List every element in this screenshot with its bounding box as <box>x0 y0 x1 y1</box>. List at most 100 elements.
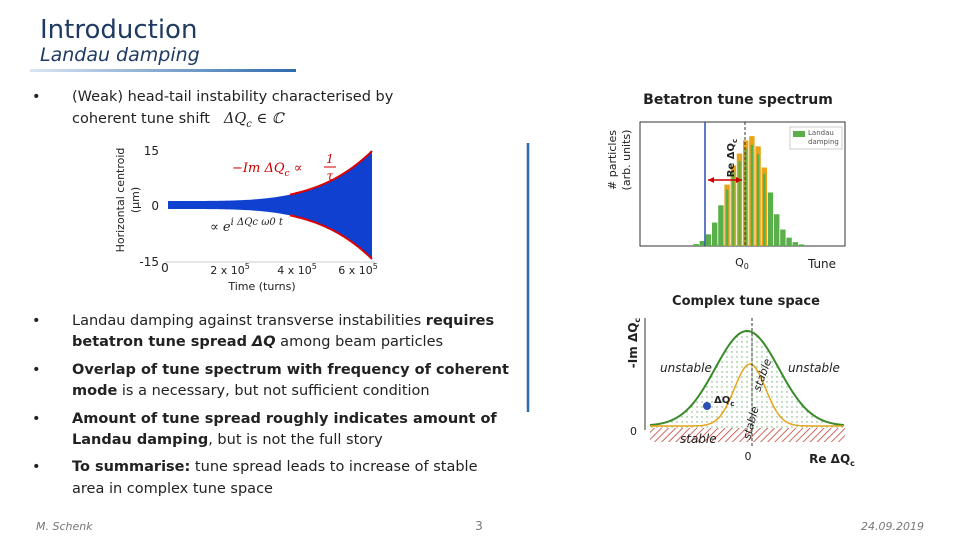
x-tick-exp: 5 <box>312 262 317 271</box>
bullet-text: mode <box>72 383 118 399</box>
plot-frame <box>639 121 846 247</box>
formula-sup: i ΔQc ω0 t <box>231 217 284 228</box>
bullet-text: Amount of tune spread roughly indicates … <box>72 411 497 427</box>
x-tick-exp: 5 <box>373 262 378 271</box>
x-tick-label: 0 <box>161 261 169 275</box>
bullet-text: ΔQ <box>252 334 276 350</box>
complex-plot: Complex tune space -Im ΔQc unstable unst… <box>626 294 855 468</box>
reduced-boundary <box>650 363 844 427</box>
centroid-plot: Horizontal centroid (µm) 1 5 0 -15 0 2 x … <box>114 144 378 293</box>
tune-shift-formula: ΔQc ∈ ℂ <box>223 111 283 130</box>
q-text: Q <box>735 256 744 269</box>
y-tick-label: -15 <box>139 255 159 269</box>
y-axis-label: -Im ΔQc <box>626 318 642 369</box>
histogram <box>693 136 805 246</box>
slide-subtitle: Landau damping <box>40 44 200 66</box>
x-tick-label: 2 x 105 <box>210 262 250 277</box>
formula-sub: c <box>285 169 290 179</box>
xlabel-text: Re ΔQ <box>809 452 850 466</box>
bullet-text: To summarise: <box>72 459 191 475</box>
x-tick-label: 2 x 10 <box>210 264 245 277</box>
point-text: ΔQ <box>714 395 730 406</box>
x-tick-label: 4 x 10 <box>277 264 312 277</box>
ylabel-sub: c <box>633 318 642 323</box>
slide-title: Introduction <box>40 15 197 45</box>
bullet-line: Amount of tune spread roughly indicates … <box>72 411 497 427</box>
origin-x-label: 0 <box>745 450 752 463</box>
y-axis-label: # particles <box>606 130 619 190</box>
spectrum-plot: Betatron tune spectrum # particles (arb.… <box>606 92 846 271</box>
x-tick-label: 6 x 105 <box>338 262 378 277</box>
q-sub: 0 <box>744 262 749 271</box>
bullet-line: mode is a necessary, but not sufficient … <box>72 383 430 399</box>
bullet-line: area in complex tune space <box>72 481 273 497</box>
bullet-text: area in complex tune space <box>72 481 273 497</box>
histogram-bar <box>718 205 724 246</box>
bullet-text: Landau damping against transverse instab… <box>72 313 426 329</box>
point-label: ΔQc <box>714 395 734 408</box>
stable-band <box>650 428 845 442</box>
bullet-marker: • <box>32 313 41 329</box>
bullet-text: betatron tune spread <box>72 334 253 350</box>
region-label: stable <box>680 432 717 446</box>
bullet-marker: • <box>32 411 41 427</box>
xlabel-sub: c <box>850 459 855 468</box>
oscillation <box>168 151 372 259</box>
bullet-text: Overlap of tune spectrum with frequency … <box>72 362 509 378</box>
x-tick-label: 6 x 10 <box>338 264 373 277</box>
histogram-bar <box>693 244 699 246</box>
histogram-bar <box>763 173 766 246</box>
histogram-bar <box>750 144 754 246</box>
histogram-bar <box>712 222 718 246</box>
y-tick-label: 0 <box>151 199 159 213</box>
formula-part: ∝ e <box>210 220 231 235</box>
histogram-bar <box>699 240 705 246</box>
y-axis-label: Horizontal centroid <box>114 148 127 253</box>
plot-title: Complex tune space <box>672 294 820 309</box>
formula-num: 1 <box>326 152 334 166</box>
point-sub: c <box>730 400 734 408</box>
bullet-text: Landau damping <box>72 432 209 448</box>
legend-label: Landau <box>808 129 834 137</box>
footer-author: M. Schenk <box>36 520 93 533</box>
origin-y-label: 0 <box>630 425 637 438</box>
signal-formula: ∝ ei ΔQc ω0 t <box>210 217 284 235</box>
legend-label: damping <box>808 138 839 146</box>
bullet-line: Overlap of tune spectrum with frequency … <box>72 362 509 378</box>
histogram-bar <box>792 242 798 246</box>
bullet-line: Landau damping against transverse instab… <box>72 313 494 329</box>
envelope <box>289 150 373 196</box>
histogram-bar <box>725 189 729 246</box>
bullet-line: betatron tune spread ΔQ among beam parti… <box>72 334 443 350</box>
page-number: 3 <box>475 519 483 533</box>
formula-den: τ <box>327 169 334 183</box>
bullet-marker: • <box>32 362 41 378</box>
formula-part: c <box>246 118 252 130</box>
envelope <box>289 214 373 260</box>
shift-label: Re ΔQc <box>726 139 739 177</box>
histogram-bar <box>798 244 805 246</box>
histogram-bar <box>774 214 780 246</box>
bullet-line: Landau damping, but is not the full stor… <box>72 432 383 448</box>
plot-title: Betatron tune spectrum <box>643 92 833 108</box>
region-label: unstable <box>788 361 840 375</box>
bullet-text: , but is not the full story <box>208 432 383 448</box>
bullet-text: requires <box>425 313 495 329</box>
histogram-bar <box>767 192 774 246</box>
title-underline <box>30 69 296 72</box>
bullet-line: To summarise: tune spread leads to incre… <box>72 459 478 475</box>
coherent-point <box>703 402 711 410</box>
x-tick-exp: 5 <box>245 262 250 271</box>
histogram-bar <box>786 237 792 246</box>
x-axis-label: Time (turns) <box>227 280 295 293</box>
bullet-line: coherent tune shift ΔQc ∈ ℂ <box>72 111 283 130</box>
region-label: unstable <box>660 361 712 375</box>
bullet-text: coherent tune shift <box>72 111 210 127</box>
histogram-bar <box>780 229 786 246</box>
x-axis-label: Re ΔQc <box>809 452 855 468</box>
formula-part: ΔQ <box>223 111 247 127</box>
bullet-marker: • <box>32 89 41 105</box>
y-axis-label: (µm) <box>129 187 142 213</box>
x-tick-label: 0 <box>161 261 169 275</box>
